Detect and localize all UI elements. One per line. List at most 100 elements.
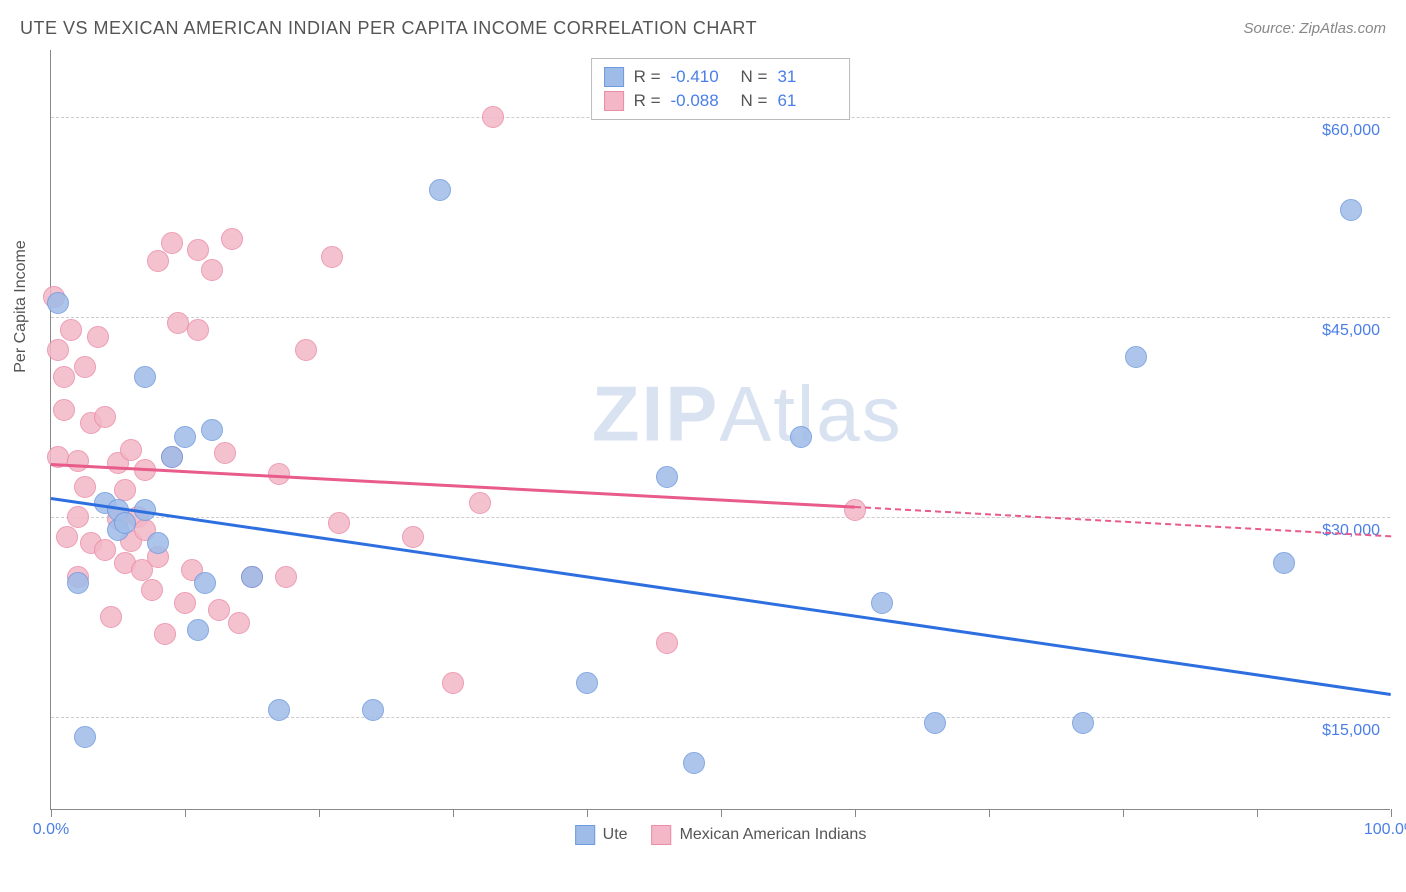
stat-n-label: N = [741, 67, 768, 87]
legend-swatch [575, 825, 595, 845]
data-point [576, 672, 598, 694]
chart-title: UTE VS MEXICAN AMERICAN INDIAN PER CAPIT… [20, 18, 757, 39]
stat-r-value: -0.410 [671, 67, 731, 87]
legend-item: Ute [575, 825, 628, 845]
trend-line [51, 497, 1391, 695]
stats-legend-box: R = -0.410 N = 31 R = -0.088 N = 61 [591, 58, 851, 120]
data-point [187, 619, 209, 641]
data-point [53, 366, 75, 388]
x-tick [319, 809, 320, 817]
stat-r-value: -0.088 [671, 91, 731, 111]
stat-r-label: R = [634, 91, 661, 111]
data-point [67, 450, 89, 472]
grid-line-h [51, 317, 1390, 318]
y-tick-label: $60,000 [1322, 122, 1380, 140]
data-point [429, 179, 451, 201]
x-tick [989, 809, 990, 817]
x-tick [855, 809, 856, 817]
data-point [362, 699, 384, 721]
data-point [442, 672, 464, 694]
data-point [161, 232, 183, 254]
y-tick-label: $30,000 [1322, 522, 1380, 540]
data-point [161, 446, 183, 468]
data-point [790, 426, 812, 448]
y-axis-label: Per Capita Income [12, 240, 30, 373]
data-point [147, 532, 169, 554]
plot-area: Per Capita Income ZIPAtlas $15,000$30,00… [50, 50, 1390, 810]
data-point [67, 506, 89, 528]
stat-n-value: 61 [777, 91, 837, 111]
data-point [268, 699, 290, 721]
data-point [67, 572, 89, 594]
data-point [141, 579, 163, 601]
data-point [683, 752, 705, 774]
data-point [1273, 552, 1295, 574]
legend-swatch [604, 67, 624, 87]
trend-line [855, 506, 1391, 537]
stat-r-label: R = [634, 67, 661, 87]
data-point [47, 292, 69, 314]
stat-n-label: N = [741, 91, 768, 111]
data-point [94, 539, 116, 561]
x-tick-label: 0.0% [33, 821, 69, 839]
data-point [134, 366, 156, 388]
data-point [74, 726, 96, 748]
data-point [656, 466, 678, 488]
stat-n-value: 31 [777, 67, 837, 87]
grid-line-h [51, 717, 1390, 718]
data-point [214, 442, 236, 464]
x-tick-label: 100.0% [1364, 821, 1406, 839]
data-point [94, 406, 116, 428]
stats-row: R = -0.088 N = 61 [604, 89, 838, 113]
data-point [221, 228, 243, 250]
data-point [187, 319, 209, 341]
legend-swatch [652, 825, 672, 845]
x-tick [1123, 809, 1124, 817]
x-tick [1391, 809, 1392, 817]
data-point [228, 612, 250, 634]
data-point [241, 566, 263, 588]
data-point [74, 476, 96, 498]
data-point [469, 492, 491, 514]
data-point [60, 319, 82, 341]
data-point [114, 512, 136, 534]
data-point [74, 356, 96, 378]
source-label: Source: ZipAtlas.com [1243, 20, 1386, 37]
data-point [87, 326, 109, 348]
x-tick [185, 809, 186, 817]
legend-label: Mexican American Indians [680, 826, 867, 844]
y-tick-label: $15,000 [1322, 722, 1380, 740]
data-point [194, 572, 216, 594]
data-point [321, 246, 343, 268]
legend-item: Mexican American Indians [652, 825, 867, 845]
data-point [1340, 199, 1362, 221]
data-point [120, 439, 142, 461]
data-point [402, 526, 424, 548]
data-point [114, 479, 136, 501]
x-tick [1257, 809, 1258, 817]
data-point [154, 623, 176, 645]
data-point [174, 592, 196, 614]
legend-swatch [604, 91, 624, 111]
data-point [275, 566, 297, 588]
x-tick [453, 809, 454, 817]
data-point [871, 592, 893, 614]
data-point [100, 606, 122, 628]
y-tick-label: $45,000 [1322, 322, 1380, 340]
stats-row: R = -0.410 N = 31 [604, 65, 838, 89]
data-point [1125, 346, 1147, 368]
data-point [47, 339, 69, 361]
trend-line [51, 463, 855, 508]
legend-label: Ute [603, 826, 628, 844]
data-point [328, 512, 350, 534]
data-point [844, 499, 866, 521]
data-point [295, 339, 317, 361]
data-point [174, 426, 196, 448]
data-point [201, 259, 223, 281]
data-point [208, 599, 230, 621]
data-point [924, 712, 946, 734]
plot-canvas: $15,000$30,000$45,000$60,0000.0%100.0% [51, 50, 1390, 809]
chart-container: UTE VS MEXICAN AMERICAN INDIAN PER CAPIT… [0, 0, 1406, 892]
data-point [1072, 712, 1094, 734]
data-point [656, 632, 678, 654]
